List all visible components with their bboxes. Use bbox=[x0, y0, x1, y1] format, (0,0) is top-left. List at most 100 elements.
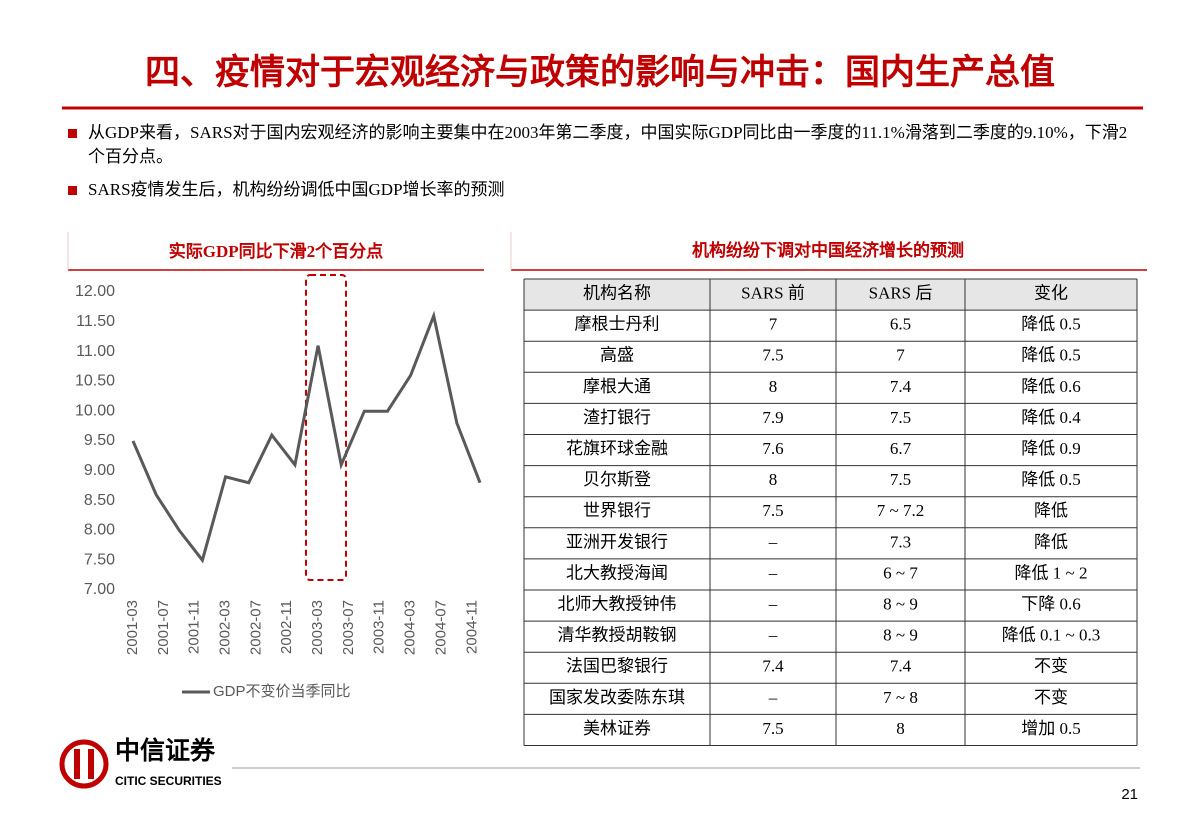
table-cell: 降低 0.6 bbox=[1021, 377, 1081, 396]
table-cell: 北大教授海闻 bbox=[566, 563, 668, 582]
x-tick-label: 2004-11 bbox=[463, 600, 480, 654]
bullet-text: SARS疫情发生后，机构纷纷调低中国GDP增长率的预测 bbox=[88, 180, 505, 199]
x-tick-label: 2003-07 bbox=[340, 600, 357, 655]
bullet-marker bbox=[68, 186, 77, 195]
table-cell: 降低 1 ~ 2 bbox=[1015, 563, 1088, 582]
table-cell: 花旗环球金融 bbox=[566, 439, 668, 458]
table-cell: 7.5 bbox=[762, 346, 783, 365]
table-cell: 7.9 bbox=[762, 408, 783, 427]
table-cell: 8 ~ 9 bbox=[883, 626, 918, 645]
table-cell: 不变 bbox=[1034, 657, 1068, 676]
bullet-text: 从GDP来看，SARS对于国内宏观经济的影响主要集中在2003年第二季度，中国实… bbox=[88, 123, 1128, 166]
table-cell: 7.4 bbox=[890, 377, 912, 396]
y-tick-label: 9.50 bbox=[84, 432, 115, 449]
table-cell: 7 bbox=[769, 315, 778, 334]
x-tick-label: 2003-11 bbox=[371, 600, 388, 654]
table-cell: – bbox=[768, 688, 778, 707]
chart-title: 实际GDP同比下滑2个百分点 bbox=[169, 241, 383, 261]
table-cell: 7 ~ 8 bbox=[883, 688, 918, 707]
x-tick-label: 2004-03 bbox=[402, 600, 419, 655]
table-cell: 增加 0.5 bbox=[1021, 719, 1081, 738]
y-tick-label: 9.00 bbox=[84, 462, 115, 479]
table-cell: 降低 0.5 bbox=[1021, 315, 1081, 334]
table-cell: 8 bbox=[769, 377, 778, 396]
y-tick-label: 7.00 bbox=[84, 581, 115, 598]
table-header-cell: 变化 bbox=[1034, 283, 1068, 302]
x-tick-label: 2002-03 bbox=[217, 600, 234, 655]
y-tick-label: 11.50 bbox=[76, 313, 115, 330]
y-tick-label: 7.50 bbox=[84, 551, 115, 568]
table-cell: 降低 0.5 bbox=[1021, 346, 1081, 365]
x-tick-label: 2001-03 bbox=[124, 600, 141, 655]
table-title: 机构纷纷下调对中国经济增长的预测 bbox=[692, 240, 964, 260]
y-tick-label: 10.00 bbox=[75, 402, 115, 419]
table-cell: – bbox=[768, 626, 778, 645]
table-cell: 6 ~ 7 bbox=[883, 563, 918, 582]
table-cell: 7 bbox=[896, 346, 905, 365]
table-cell: 降低 bbox=[1034, 532, 1068, 551]
logo-icon bbox=[74, 749, 80, 779]
table-cell: 7.5 bbox=[890, 470, 911, 489]
bullet: SARS疫情发生后，机构纷纷调低中国GDP增长率的预测 bbox=[66, 178, 1136, 202]
x-tick-label: 2001-07 bbox=[155, 600, 172, 655]
highlight-box bbox=[305, 274, 347, 581]
table-cell: 降低 bbox=[1034, 501, 1068, 520]
table-cell: 7.3 bbox=[890, 532, 911, 551]
table-cell: 法国巴黎银行 bbox=[566, 657, 668, 676]
table-cell: 7.5 bbox=[762, 501, 783, 520]
table-cell: 高盛 bbox=[600, 346, 634, 365]
table-cell: – bbox=[768, 563, 778, 582]
x-tick-label: 2003-03 bbox=[309, 600, 326, 655]
slide-title: 四、疫情对于宏观经济与政策的影响与冲击：国内生产总值 bbox=[144, 53, 1055, 93]
line bbox=[131, 310, 482, 564]
table-header-cell: 机构名称 bbox=[583, 283, 651, 302]
table-cell: 渣打银行 bbox=[583, 408, 651, 427]
table-cell: 北师大教授钟伟 bbox=[558, 594, 677, 613]
bullet-marker bbox=[68, 129, 77, 138]
legend-label: GDP不变价当季同比 bbox=[213, 683, 351, 700]
table-cell: 7 ~ 7.2 bbox=[877, 501, 924, 520]
table-cell: – bbox=[768, 594, 778, 613]
logo-en: CITIC SECURITIES bbox=[115, 774, 222, 788]
table-cell: 8 bbox=[769, 470, 778, 489]
table-cell: 7.4 bbox=[762, 657, 784, 676]
x-tick-label: 2001-11 bbox=[186, 600, 203, 654]
y-tick-label: 10.50 bbox=[75, 373, 115, 390]
y-tick-label: 8.00 bbox=[84, 522, 115, 539]
table-cell: 7.5 bbox=[890, 408, 911, 427]
table-cell: 6.5 bbox=[890, 315, 911, 334]
x-tick-label: 2002-11 bbox=[278, 600, 295, 654]
table-cell: 8 ~ 9 bbox=[883, 594, 918, 613]
table-cell: 下降 0.6 bbox=[1021, 594, 1081, 613]
logo-icon bbox=[59, 739, 109, 789]
table-cell: 国家发改委陈东琪 bbox=[549, 688, 685, 707]
table-cell: 6.7 bbox=[890, 439, 912, 458]
logo-icon bbox=[88, 749, 94, 779]
table-cell: 7.5 bbox=[762, 719, 783, 738]
y-tick-label: 8.50 bbox=[84, 492, 115, 509]
table-cell: 降低 0.9 bbox=[1021, 439, 1081, 458]
x-tick-label: 2004-07 bbox=[432, 600, 449, 655]
table-cell: 8 bbox=[896, 719, 905, 738]
table-header-cell: SARS 后 bbox=[869, 283, 933, 302]
table-cell: 7.4 bbox=[890, 657, 912, 676]
table-cell: 降低 0.5 bbox=[1021, 470, 1081, 489]
table-cell: – bbox=[768, 532, 778, 551]
table-header-bg bbox=[524, 279, 1137, 311]
table-cell: 降低 0.1 ~ 0.3 bbox=[1002, 626, 1100, 645]
x-tick-label: 2002-07 bbox=[247, 600, 264, 655]
table-header-cell: SARS 前 bbox=[741, 283, 805, 302]
table-cell: 摩根士丹利 bbox=[575, 315, 660, 334]
page-number: 21 bbox=[1121, 786, 1138, 803]
table-cell: 世界银行 bbox=[583, 501, 651, 520]
table-cell: 7.6 bbox=[762, 439, 783, 458]
logo-name: 中信证券 bbox=[115, 736, 216, 765]
table-cell: 清华教授胡鞍钢 bbox=[558, 626, 677, 645]
table-cell: 亚洲开发银行 bbox=[566, 532, 668, 551]
bullet: 从GDP来看，SARS对于国内宏观经济的影响主要集中在2003年第二季度，中国实… bbox=[66, 121, 1136, 169]
table-cell: 贝尔斯登 bbox=[583, 470, 651, 489]
table-cell: 摩根大通 bbox=[583, 377, 651, 396]
y-tick-label: 12.00 bbox=[75, 283, 115, 300]
